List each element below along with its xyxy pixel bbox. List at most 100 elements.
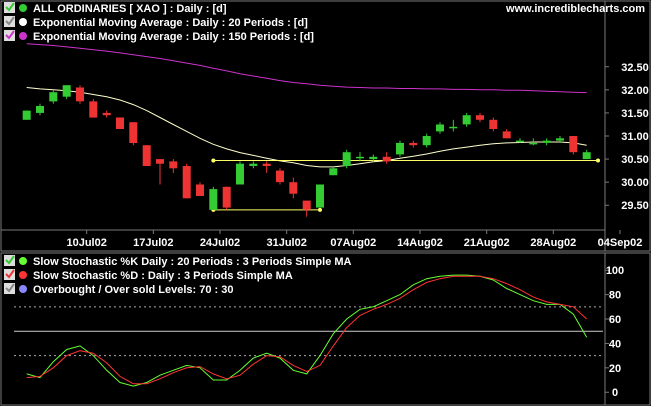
candle-body	[529, 142, 538, 145]
x-tick-label: 04Sep02	[598, 237, 643, 249]
candle-body	[209, 189, 218, 210]
y-tick-label: 80	[609, 290, 621, 302]
y-tick-label: 60	[609, 314, 621, 326]
legend-checkbox[interactable]	[4, 283, 15, 294]
candle-body	[396, 142, 404, 155]
date-x-axis: 10Jul02 17Jul02 24Jul02 31Jul02 07Aug02 14Aug…	[66, 230, 642, 249]
support-line-endpoint	[318, 207, 322, 212]
candle-body	[382, 156, 391, 162]
stochastic-k-line	[26, 274, 588, 387]
y-tick-label: 30.50	[621, 154, 649, 166]
check-icon	[5, 30, 15, 40]
legend-swatch	[19, 32, 27, 40]
price-y-axis: 32.50 32.00 31.50 31.00 30.50 30.00 29.50	[605, 62, 649, 212]
candle-body	[36, 106, 44, 113]
candle-body	[342, 152, 351, 166]
source-watermark: www.incrediblecharts.com	[505, 3, 645, 15]
candle-body	[449, 126, 458, 129]
check-icon	[5, 16, 15, 26]
legend-label: Exponential Moving Average : Daily : 150…	[33, 31, 314, 43]
candle-body	[276, 170, 284, 183]
candle-body	[169, 161, 178, 169]
stochastic-legend: Slow Stochastic %K Daily : 20 Periods : …	[4, 255, 352, 296]
candle-body	[502, 131, 511, 139]
candle-body	[222, 186, 231, 208]
y-tick-label: 32.00	[621, 85, 649, 97]
legend-checkbox[interactable]	[4, 255, 15, 266]
legend-label: Overbought / Over sold Levels: 70 : 30	[33, 284, 234, 296]
stochastic-panel-border	[0, 252, 651, 406]
x-tick-label: 07Aug02	[330, 237, 376, 249]
y-tick-label: 20	[609, 363, 621, 375]
candle-body	[49, 92, 58, 102]
candle-body	[236, 163, 244, 185]
candle-body	[89, 101, 98, 118]
x-tick-label: 21Aug02	[464, 237, 510, 249]
y-tick-label: 40	[609, 338, 621, 350]
x-tick-label: 31Jul02	[266, 237, 306, 249]
candle-body	[182, 166, 191, 199]
legend-swatch	[19, 18, 27, 26]
stochastic-level-lines	[14, 306, 603, 357]
candle-body	[556, 138, 564, 141]
x-tick-label: 10Jul02	[66, 237, 106, 249]
candle-body	[369, 156, 378, 160]
candle-body	[489, 119, 498, 129]
candle-body	[156, 159, 164, 164]
candle-body	[62, 85, 71, 97]
candle-body	[116, 117, 124, 129]
y-tick-label: 31.50	[621, 108, 649, 120]
support-line-endpoint	[596, 158, 600, 163]
candle-body	[76, 87, 84, 102]
x-tick-label: 28Aug02	[530, 237, 576, 249]
x-tick-label: 17Jul02	[133, 237, 173, 249]
ema-150-line	[26, 43, 587, 94]
legend-label: Slow Stochastic %K Daily : 20 Periods : …	[33, 256, 352, 268]
legend-checkbox[interactable]	[4, 269, 15, 280]
candle-body	[329, 168, 338, 176]
candle-body	[289, 182, 298, 194]
legend-swatch	[19, 285, 27, 293]
candle-body	[409, 142, 418, 146]
candle-body	[582, 152, 591, 160]
check-icon	[5, 269, 15, 279]
candle-body	[262, 163, 271, 166]
legend-checkbox[interactable]	[4, 30, 15, 41]
y-tick-label: 32.50	[621, 62, 649, 74]
candle-body	[476, 115, 484, 120]
candle-body	[462, 115, 471, 125]
price-candles	[22, 85, 591, 217]
candle-body	[569, 136, 578, 153]
y-tick-label: 100	[606, 265, 624, 277]
candle-body	[102, 112, 111, 116]
check-icon	[5, 2, 15, 12]
candle-body	[316, 184, 324, 208]
legend-checkbox[interactable]	[4, 2, 15, 13]
stochastic-d-line	[26, 275, 588, 385]
y-tick-label: 30.00	[621, 177, 649, 189]
legend-label: Exponential Moving Average : Daily : 20 …	[33, 17, 308, 29]
price-panel-border	[0, 0, 651, 252]
candle-body	[356, 156, 364, 159]
y-tick-label: 31.00	[621, 131, 649, 143]
legend-label: ALL ORDINARIES [ XAO ] : Daily : [d]	[33, 3, 227, 15]
candle-body	[436, 124, 444, 132]
check-icon	[5, 283, 15, 293]
candle-body	[22, 110, 31, 120]
candle-body	[129, 122, 138, 143]
check-icon	[5, 255, 15, 265]
legend-swatch	[19, 4, 27, 12]
price-legend: ALL ORDINARIES [ XAO ] : Daily : [d] Exp…	[4, 2, 314, 43]
legend-label: Slow Stochastic %D : Daily : 3 Periods S…	[33, 270, 293, 282]
candle-body	[142, 145, 151, 166]
legend-checkbox[interactable]	[4, 16, 15, 27]
candle-body	[542, 140, 551, 143]
support-line-endpoint	[211, 158, 216, 163]
stochastic-lines	[26, 274, 588, 387]
candle-body	[249, 163, 258, 166]
candle-body	[196, 184, 204, 196]
y-tick-label: 29.50	[621, 200, 649, 212]
x-tick-label: 24Jul02	[200, 237, 240, 249]
